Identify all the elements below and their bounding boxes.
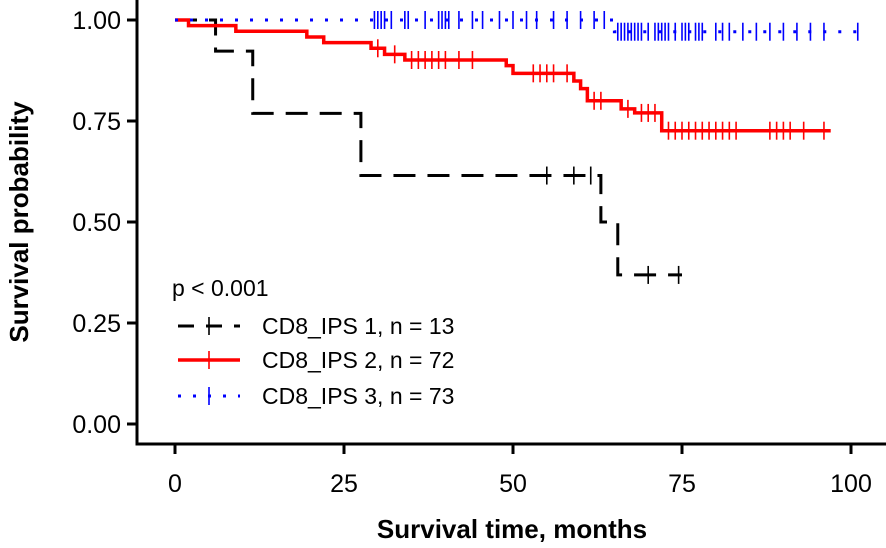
x-tick-label: 0 xyxy=(168,470,182,498)
y-tick-label: 0.25 xyxy=(72,310,121,338)
survival-curve xyxy=(175,18,831,133)
series-1 xyxy=(175,18,682,284)
axes-layer: 0.00 0.25 0.50 0.75 1.00 0 25 50 75 100 xyxy=(72,0,886,498)
legend-layer: CD8_IPS 1, n = 13 CD8_IPS 2, n = 72 CD8_IP… xyxy=(178,313,454,409)
survival-curve xyxy=(175,18,682,277)
y-tick-label: 0.00 xyxy=(72,411,121,439)
y-tick-label: 0.75 xyxy=(72,108,121,136)
curves-layer xyxy=(175,11,865,284)
legend-label: CD8_IPS 2, n = 72 xyxy=(262,347,454,373)
x-tick-label: 25 xyxy=(330,470,358,498)
p-value-annotation: p < 0.001 xyxy=(172,275,269,301)
x-tick-label: 75 xyxy=(668,470,696,498)
x-tick-label: 100 xyxy=(830,470,872,498)
y-axis-title: Survival probability xyxy=(4,101,34,343)
y-tick-label: 1.00 xyxy=(72,7,121,35)
x-tick-label: 50 xyxy=(499,470,527,498)
legend-label: CD8_IPS 3, n = 73 xyxy=(262,383,454,409)
series-2 xyxy=(175,18,831,140)
legend-entry-1: CD8_IPS 1, n = 13 xyxy=(178,313,454,339)
legend-label: CD8_IPS 1, n = 13 xyxy=(262,313,454,339)
series-3 xyxy=(175,11,865,41)
x-axis-title: Survival time, months xyxy=(377,514,647,544)
legend-entry-3: CD8_IPS 3, n = 73 xyxy=(178,383,454,409)
legend-entry-2: CD8_IPS 2, n = 72 xyxy=(178,347,454,373)
y-tick-label: 0.50 xyxy=(72,209,121,237)
